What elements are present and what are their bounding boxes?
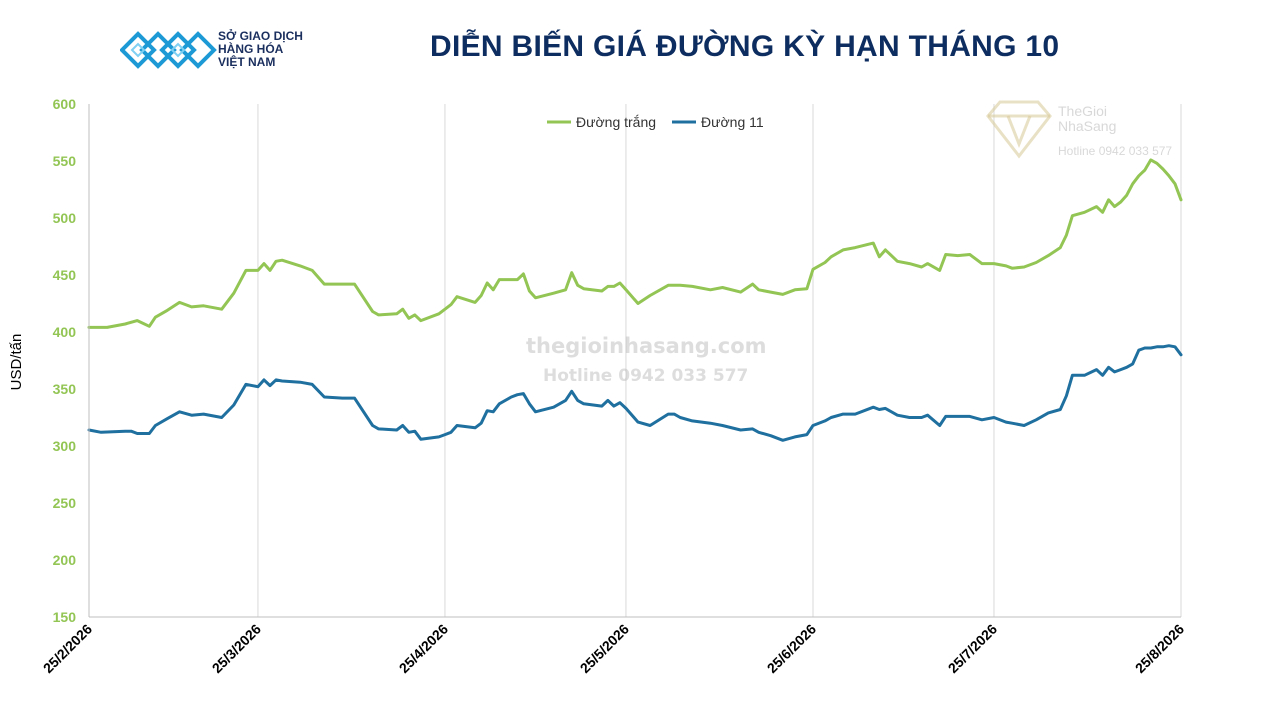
x-tick-label: 25/6/2026 [764,621,820,677]
y-tick-label: 300 [53,438,77,454]
brand-watermark-name: TheGioi NhaSang [1058,104,1116,134]
hotline-watermark: Hotline 0942 033 577 [543,366,749,386]
y-tick-label: 150 [53,609,77,625]
y-tick-label: 350 [53,381,77,397]
exchange-logo-text: SỞ GIAO DỊCH HÀNG HÓA VIỆT NAM [218,30,328,69]
brand-line-1: TheGioi [1058,103,1108,119]
y-tick-label: 200 [53,552,77,568]
sugar-11-series-line [87,344,1183,442]
x-tick-label: 25/3/2026 [209,621,265,677]
y-tick-label: 500 [53,210,77,226]
logo-line-3: VIỆT NAM [218,55,276,69]
y-tick-label: 400 [53,324,77,340]
logo-line-2: HÀNG HÓA [218,42,284,56]
brand-line-2: NhaSang [1058,118,1117,134]
x-tick-label: 25/2/2026 [40,621,96,677]
exchange-logo [120,31,217,69]
site-watermark: thegioinhasang.com [526,334,767,358]
y-tick-label: 450 [53,267,77,283]
legend-label-sugar-11: Đường 11 [701,114,764,130]
logo-line-1: SỞ GIAO DỊCH [218,29,303,43]
y-axis-label: USD/tấn [8,334,25,391]
brand-watermark-hotline: Hotline 0942 033 577 [1058,144,1173,158]
y-tick-label: 600 [53,96,77,112]
y-tick-label: 250 [53,495,77,511]
x-tick-label: 25/7/2026 [945,621,1001,677]
x-tick-label: 25/4/2026 [396,621,452,677]
chart-title: DIỄN BIẾN GIÁ ĐƯỜNG KỲ HẠN THÁNG 10 [430,30,1060,63]
x-tick-label: 25/8/2026 [1132,621,1188,677]
brand-watermark-diamond-icon [986,100,1052,159]
legend-label-white-sugar: Đường trắng [576,114,656,130]
white-sugar-series-line [87,158,1183,329]
x-tick-label: 25/5/2026 [577,621,633,677]
y-tick-label: 550 [53,153,77,169]
